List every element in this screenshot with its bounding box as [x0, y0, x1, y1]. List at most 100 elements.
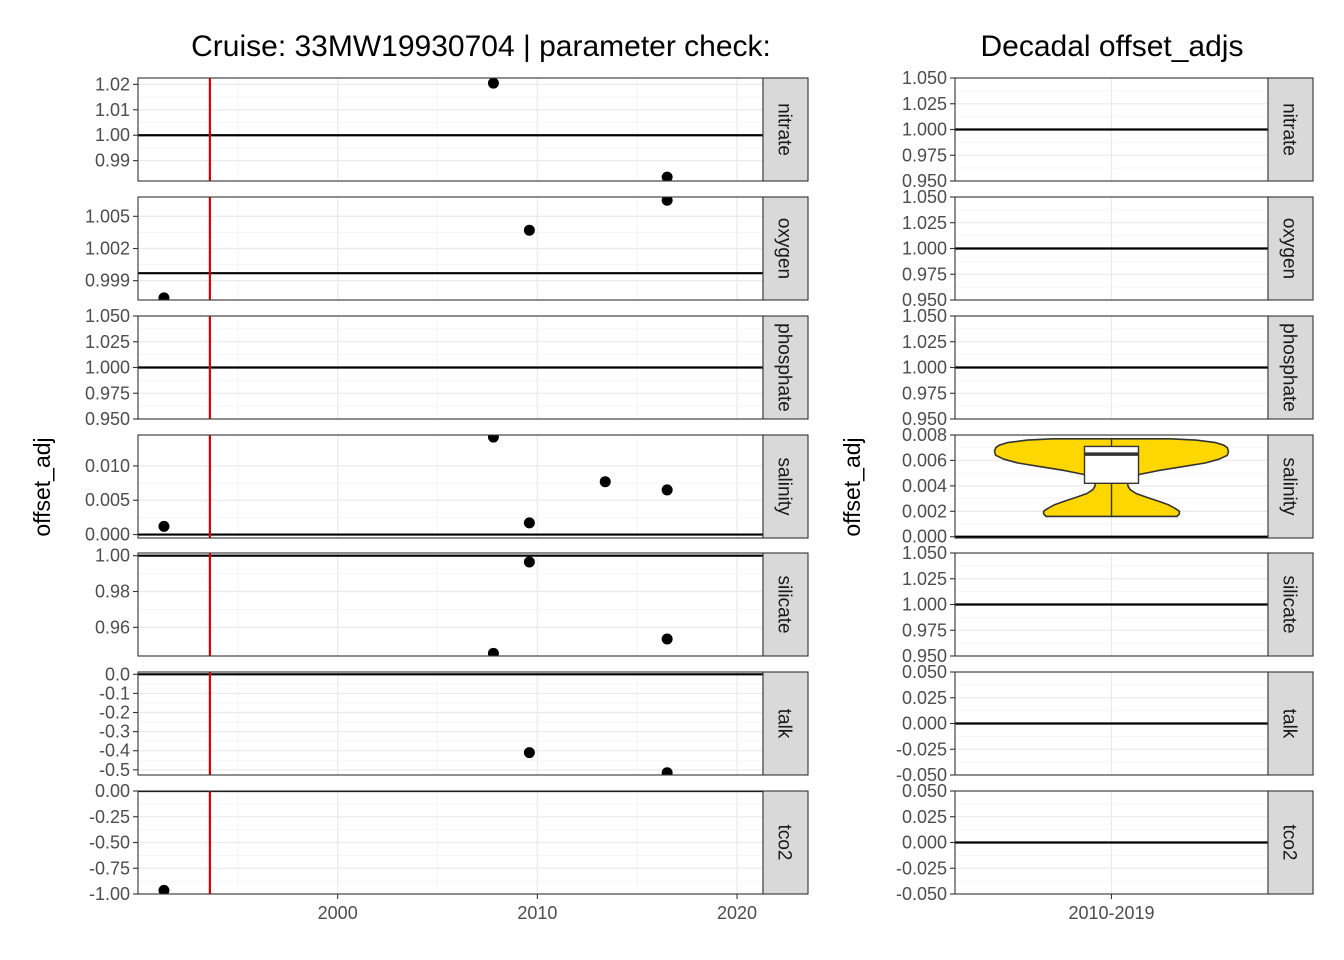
data-point — [523, 747, 535, 759]
facet-strip-label: silicate — [1279, 575, 1300, 633]
facet-strip-label: oxygen — [774, 218, 795, 279]
right-y-tick-label: 0.050 — [902, 781, 947, 801]
x-tick-label: 2000 — [318, 903, 358, 923]
right-y-tick-label: 1.050 — [902, 543, 947, 563]
left-y-tick-label: 0.96 — [95, 617, 130, 637]
right-y-tick-label: 0.950 — [902, 646, 947, 666]
facet-strip — [762, 552, 809, 657]
panel-background — [138, 435, 763, 538]
left-y-tick-label: 1.005 — [85, 206, 130, 226]
data-point — [661, 197, 673, 206]
left-y-tick-label: 0.98 — [95, 582, 130, 602]
right-y-tick-label: 0.004 — [902, 476, 947, 496]
panel-background — [138, 672, 763, 775]
panel-tco2: -0.050 -0.025 0.000 0.025 0.050 tco2 — [896, 781, 1314, 904]
right-facet-panels: 0.950 0.975 1.000 1.025 1.050 nitrate 0.950 0.9… — [896, 68, 1314, 904]
right-y-tick-label: 0.975 — [902, 620, 947, 640]
x-category-label: 2010-2019 — [1068, 903, 1154, 923]
facet-strip — [762, 196, 809, 301]
facet-strip — [1267, 671, 1314, 776]
panel-talk: -0.5-0.4-0.3-0.2-0.10.0 talk — [99, 664, 809, 780]
facet-strip — [762, 434, 809, 539]
right-y-tick-label: -0.025 — [896, 739, 947, 759]
left-y-tick-label: 1.01 — [95, 100, 130, 120]
right-y-tick-label: 0.975 — [902, 264, 947, 284]
right-y-axis-label: offset_adj — [839, 437, 865, 536]
right-y-tick-label: 1.025 — [902, 569, 947, 589]
right-y-tick-label: 0.950 — [902, 409, 947, 429]
facet-strip — [762, 790, 809, 895]
facet-strip — [1267, 552, 1314, 657]
left-y-tick-label: 1.050 — [85, 306, 130, 326]
left-y-tick-label: -0.50 — [89, 833, 130, 853]
facet-strip — [1267, 434, 1314, 539]
left-y-tick-label: 1.002 — [85, 239, 130, 259]
facet-strip-label: silicate — [774, 575, 795, 633]
left-y-tick-label: -0.25 — [89, 807, 130, 827]
facet-strip-label: tco2 — [1279, 825, 1300, 861]
panel-phosphate: 0.950 0.975 1.000 1.025 1.050 phosphate — [902, 306, 1314, 429]
right-y-tick-label: 1.000 — [902, 358, 947, 378]
left-y-tick-label: -1.00 — [89, 884, 130, 904]
panel-background — [138, 553, 763, 656]
right-y-tick-label: 0.000 — [902, 833, 947, 853]
facet-strip-label: phosphate — [774, 323, 795, 412]
facet-strip — [1267, 790, 1314, 895]
right-y-tick-label: 0.975 — [902, 383, 947, 403]
data-point — [523, 224, 535, 236]
data-point — [487, 435, 499, 443]
data-point — [661, 484, 673, 496]
data-point — [158, 520, 170, 532]
right-x-axis: 2010-2019 — [1068, 894, 1155, 923]
left-y-tick-label: -0.4 — [99, 741, 130, 761]
x-tick-label: 2020 — [717, 903, 757, 923]
right-y-tick-label: 1.050 — [902, 306, 947, 326]
facet-strip-label: talk — [1279, 709, 1300, 739]
left-y-tick-label: 0.975 — [85, 383, 130, 403]
left-chart-title: Cruise: 33MW19930704 | parameter check: — [191, 30, 771, 63]
right-y-tick-label: -0.050 — [896, 765, 947, 785]
panel-background — [138, 78, 763, 181]
facet-strip-label: nitrate — [1279, 103, 1300, 156]
right-y-tick-label: 0.002 — [902, 501, 947, 521]
right-y-tick-label: 0.000 — [902, 714, 947, 734]
right-y-tick-label: 0.000 — [902, 527, 947, 547]
panel-salinity: 0.000 0.002 0.004 0.006 0.008 salinity — [902, 425, 1314, 547]
left-y-tick-label: 0.00 — [95, 781, 130, 801]
data-point — [158, 292, 170, 300]
right-y-tick-label: 1.025 — [902, 94, 947, 114]
panel-talk: -0.050 -0.025 0.000 0.025 0.050 talk — [896, 662, 1314, 785]
data-point — [599, 476, 611, 488]
right-y-tick-label: 0.006 — [902, 450, 947, 470]
left-y-tick-label: -0.75 — [89, 858, 130, 878]
panel-salinity: 0.000 0.005 0.010 salinity — [85, 434, 809, 545]
left-y-tick-label: -0.1 — [99, 683, 130, 703]
x-tick-label: 2010 — [517, 903, 557, 923]
right-y-tick-label: 1.000 — [902, 239, 947, 259]
panel-silicate: 0.96 0.98 1.00 silicate — [95, 546, 809, 657]
right-y-tick-label: 0.050 — [902, 662, 947, 682]
right-y-tick-label: 1.025 — [902, 213, 947, 233]
facet-strip-label: salinity — [1279, 457, 1300, 516]
facet-strip-label: tco2 — [774, 825, 795, 861]
left-y-tick-label: 0.950 — [85, 409, 130, 429]
data-point — [523, 517, 535, 529]
panel-nitrate: 0.950 0.975 1.000 1.025 1.050 nitrate — [902, 68, 1314, 191]
right-y-tick-label: 0.975 — [902, 145, 947, 165]
panel-tco2: -1.00 -0.75 -0.50 -0.25 0.00 tco2 — [89, 781, 809, 904]
left-y-tick-label: 0.010 — [85, 456, 130, 476]
facet-strip-label: phosphate — [1279, 323, 1300, 412]
data-point — [661, 171, 673, 181]
panel-oxygen: 0.999 1.002 1.005 oxygen — [85, 196, 809, 301]
left-y-tick-label: 1.00 — [95, 125, 130, 145]
data-point — [487, 647, 499, 656]
right-y-tick-label: 0.950 — [902, 171, 947, 191]
left-y-tick-label: -0.3 — [99, 722, 130, 742]
right-y-tick-label: 1.050 — [902, 187, 947, 207]
facet-strip — [762, 315, 809, 420]
facet-strip-label: talk — [774, 709, 795, 739]
left-y-tick-label: -0.5 — [99, 760, 130, 780]
right-y-tick-label: 1.000 — [902, 120, 947, 140]
left-y-tick-label: 0.000 — [85, 525, 130, 545]
